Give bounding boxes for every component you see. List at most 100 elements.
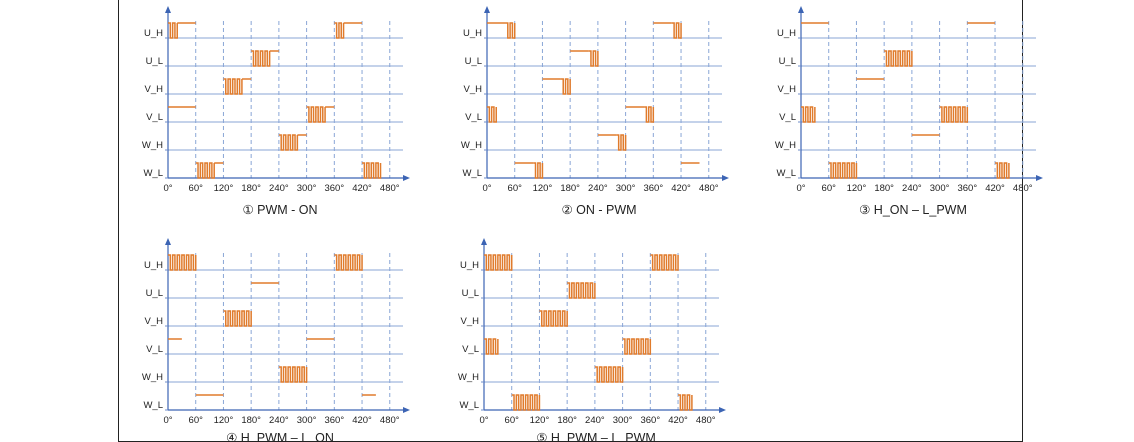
signal-pwm-segment	[223, 78, 243, 95]
signal-label: V_L	[462, 344, 479, 355]
signal-label: V_L	[465, 112, 482, 123]
y-axis-arrow-icon	[165, 238, 171, 245]
signal-label: W_L	[143, 168, 163, 179]
signal-pwm-segment	[362, 162, 382, 179]
signal-pwm-segment	[223, 310, 252, 327]
signal-label: W_H	[142, 140, 163, 151]
signal-pwm-segment	[278, 366, 308, 383]
signal-label: W_L	[459, 400, 479, 411]
signal-pwm-segment	[567, 282, 596, 299]
signal-pwm-segment	[306, 106, 326, 123]
signal-label: V_L	[146, 112, 163, 123]
x-tick-label: 420°	[352, 415, 372, 426]
signal-label: U_L	[146, 288, 163, 299]
panel-caption: ④ H_PWM – L_ON	[226, 431, 334, 442]
x-tick-label: 180°	[241, 183, 261, 194]
x-tick-label: 360°	[957, 183, 977, 194]
signal-pwm-segment	[278, 134, 299, 151]
panel-caption: ① PWM - ON	[242, 203, 317, 217]
x-tick-label: 120°	[530, 415, 550, 426]
x-axis-arrow-icon	[1036, 175, 1043, 181]
y-axis-arrow-icon	[484, 6, 490, 13]
y-axis-arrow-icon	[481, 238, 487, 245]
signal-label: U_H	[144, 260, 163, 271]
signal-label: W_L	[462, 168, 482, 179]
signal-pwm-segment	[487, 106, 497, 123]
signal-label: U_L	[146, 56, 163, 67]
signal-pwm-segment	[168, 22, 178, 39]
x-tick-label: 180°	[241, 415, 261, 426]
x-tick-label: 480°	[699, 183, 719, 194]
signal-pwm-segment	[594, 366, 624, 383]
x-tick-label: 360°	[640, 415, 660, 426]
panel-caption: ⑤ H_PWM – L_PWM	[536, 431, 656, 442]
x-tick-label: 0°	[796, 183, 805, 194]
signal-pwm-segment	[533, 162, 544, 179]
x-tick-label: 0°	[482, 183, 491, 194]
signal-pwm-segment	[484, 254, 513, 271]
signal-pwm-segment	[334, 254, 363, 271]
x-tick-label: 480°	[696, 415, 716, 426]
signal-pwm-segment	[622, 338, 652, 355]
signal-pwm-segment	[539, 310, 568, 327]
x-tick-label: 60°	[822, 183, 837, 194]
signal-label: U_H	[460, 260, 479, 271]
x-tick-label: 60°	[505, 415, 520, 426]
signal-label: V_H	[145, 316, 164, 327]
signal-label: W_H	[458, 372, 479, 383]
signal-label: W_H	[142, 372, 163, 383]
x-tick-label: 300°	[297, 415, 317, 426]
x-tick-label: 0°	[163, 183, 172, 194]
timing-panel: U_H U_L V_H V_L W_H W_L0° 60° 120° 180° 240° 300° 3…	[775, 6, 1043, 217]
x-tick-label: 480°	[380, 183, 400, 194]
x-tick-label: 420°	[668, 415, 688, 426]
signal-label: V_H	[145, 84, 164, 95]
x-axis-arrow-icon	[722, 175, 729, 181]
signal-label: U_H	[777, 28, 796, 39]
x-tick-label: 360°	[324, 415, 344, 426]
panel-caption: ③ H_ON – L_PWM	[859, 203, 967, 217]
x-tick-label: 180°	[874, 183, 894, 194]
x-tick-label: 480°	[1013, 183, 1033, 194]
signal-pwm-segment	[560, 78, 571, 95]
x-tick-label: 300°	[297, 183, 317, 194]
x-tick-label: 240°	[269, 183, 289, 194]
signal-pwm-segment	[939, 106, 969, 123]
x-tick-label: 420°	[352, 183, 372, 194]
signal-pwm-segment	[650, 254, 679, 271]
x-tick-label: 240°	[588, 183, 608, 194]
x-tick-label: 480°	[380, 415, 400, 426]
panel-caption: ② ON - PWM	[561, 203, 636, 217]
signal-pwm-segment	[995, 162, 1010, 179]
signal-pwm-segment	[484, 338, 499, 355]
signal-label: V_H	[464, 84, 483, 95]
x-tick-label: 60°	[189, 183, 204, 194]
x-tick-label: 300°	[616, 183, 636, 194]
x-tick-label: 0°	[479, 415, 488, 426]
signal-label: U_L	[465, 56, 482, 67]
x-axis-arrow-icon	[403, 175, 410, 181]
signal-pwm-segment	[644, 106, 655, 123]
signal-pwm-segment	[616, 134, 627, 151]
x-tick-label: 420°	[985, 183, 1005, 194]
x-tick-label: 240°	[902, 183, 922, 194]
x-tick-label: 360°	[643, 183, 663, 194]
x-tick-label: 120°	[214, 415, 234, 426]
signal-pwm-segment	[884, 50, 913, 67]
x-tick-label: 60°	[189, 415, 204, 426]
signal-label: W_L	[776, 168, 796, 179]
x-tick-label: 180°	[560, 183, 580, 194]
signal-label: V_L	[146, 344, 163, 355]
x-tick-label: 0°	[163, 415, 172, 426]
timing-panel: U_H U_L V_H V_L W_H W_L0° 60° 120° 180° 240° 300° 3…	[458, 238, 726, 442]
signal-label: U_L	[462, 288, 479, 299]
signal-label: V_H	[778, 84, 797, 95]
x-tick-label: 240°	[585, 415, 605, 426]
x-axis-arrow-icon	[403, 407, 410, 413]
timing-panel: U_H U_L V_H V_L W_H W_L0° 60° 120° 180° 240° 300° 3…	[461, 6, 729, 217]
x-tick-label: 120°	[214, 183, 234, 194]
timing-panel: U_H U_L V_H V_L W_H W_L0° 60° 120° 180° 240° 300° 3…	[142, 6, 410, 217]
x-tick-label: 180°	[557, 415, 577, 426]
signal-pwm-segment	[334, 22, 345, 39]
x-tick-label: 300°	[613, 415, 633, 426]
